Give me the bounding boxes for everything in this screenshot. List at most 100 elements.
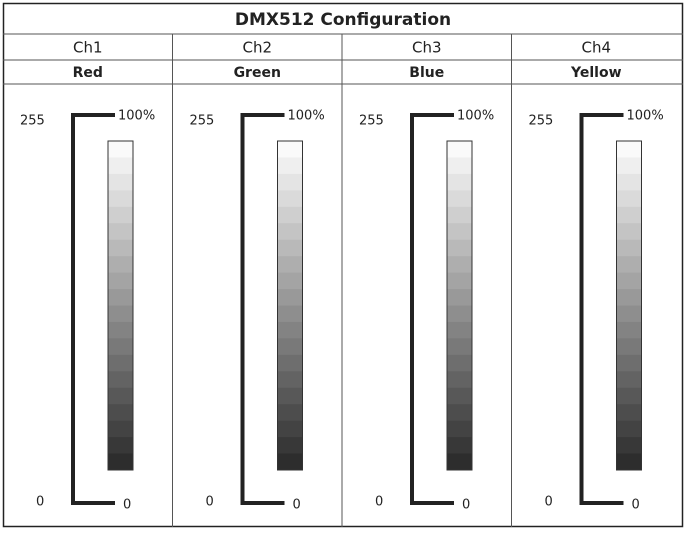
gradient-step bbox=[108, 321, 133, 339]
gradient-step bbox=[447, 338, 472, 356]
dmx-min: 0 bbox=[206, 495, 214, 510]
gradient-step bbox=[277, 190, 303, 208]
gradient-step bbox=[616, 453, 642, 471]
gradient-step bbox=[108, 223, 133, 241]
gradient-step bbox=[447, 141, 472, 158]
dmx-max: 255 bbox=[190, 114, 215, 129]
gradient-step bbox=[616, 371, 642, 389]
gradient-step bbox=[277, 404, 303, 422]
gradient-step bbox=[108, 371, 133, 389]
percent-max: 100% bbox=[118, 109, 155, 124]
gradient-step bbox=[616, 420, 642, 438]
gradient-step bbox=[277, 141, 303, 158]
gradient-step bbox=[616, 354, 642, 372]
gradient-step bbox=[277, 206, 303, 224]
gradient-step bbox=[616, 190, 642, 208]
gradient-step bbox=[108, 256, 133, 274]
bracket bbox=[240, 113, 285, 505]
percent-max: 100% bbox=[457, 109, 494, 124]
percent-min: 0 bbox=[293, 498, 301, 513]
color-label: Green bbox=[234, 65, 281, 81]
gradient-step bbox=[447, 453, 472, 471]
gradient-step bbox=[277, 321, 303, 339]
gradient-step bbox=[616, 239, 642, 257]
dmx-min: 0 bbox=[375, 495, 383, 510]
bracket bbox=[410, 113, 454, 505]
gradient-step bbox=[616, 223, 642, 241]
gradient-step bbox=[447, 239, 472, 257]
gradient-step bbox=[447, 256, 472, 274]
gradient-step bbox=[108, 305, 133, 323]
gradient-step bbox=[277, 437, 303, 455]
gradient-step bbox=[108, 453, 133, 471]
gradient-step bbox=[616, 437, 642, 455]
gradient-step bbox=[616, 157, 642, 175]
gradient-step bbox=[616, 256, 642, 274]
gradient-step bbox=[108, 206, 133, 224]
gradient-step bbox=[447, 190, 472, 208]
dmx-max: 255 bbox=[359, 114, 384, 129]
gradient-step bbox=[447, 305, 472, 323]
gradient-step bbox=[108, 141, 133, 158]
gradient-step bbox=[447, 437, 472, 455]
gradient-step bbox=[108, 190, 133, 208]
channel-label: Ch3 bbox=[412, 39, 442, 57]
gradient-step bbox=[277, 354, 303, 372]
gradient-step bbox=[447, 371, 472, 389]
gradient-step bbox=[277, 289, 303, 306]
gradient-step bbox=[616, 404, 642, 422]
percent-min: 0 bbox=[632, 498, 640, 513]
dmx-max: 255 bbox=[529, 114, 554, 129]
title: DMX512 Configuration bbox=[235, 10, 451, 30]
gradient-step bbox=[616, 173, 642, 191]
color-label: Yellow bbox=[570, 65, 622, 81]
gradient-step bbox=[616, 305, 642, 323]
gradient-step bbox=[277, 338, 303, 356]
gradient-step bbox=[108, 420, 133, 438]
gradient-border bbox=[446, 140, 473, 471]
gradient-step bbox=[277, 173, 303, 191]
gradient-step bbox=[447, 420, 472, 438]
gradient-step bbox=[447, 289, 472, 306]
percent-min: 0 bbox=[123, 498, 131, 513]
dmx-min: 0 bbox=[545, 495, 553, 510]
outer-border bbox=[2, 2, 684, 528]
gradient-step bbox=[616, 272, 642, 290]
gradient-step bbox=[447, 223, 472, 241]
color-label: Red bbox=[73, 65, 103, 81]
gradient-step bbox=[616, 338, 642, 356]
gradient-step bbox=[108, 157, 133, 175]
gradient-step bbox=[447, 206, 472, 224]
gradient-step bbox=[108, 404, 133, 422]
gradient-step bbox=[108, 387, 133, 405]
gradient-step bbox=[616, 141, 642, 158]
gradient-step bbox=[616, 289, 642, 306]
gradient-step bbox=[277, 223, 303, 241]
dmx-max: 255 bbox=[20, 114, 45, 129]
gradient-step bbox=[277, 371, 303, 389]
gradient-step bbox=[447, 321, 472, 339]
gradient-step bbox=[447, 157, 472, 175]
gradient-step bbox=[447, 354, 472, 372]
percent-max: 100% bbox=[288, 109, 325, 124]
gradient-step bbox=[277, 239, 303, 257]
gradient-step bbox=[277, 272, 303, 290]
gradient-step bbox=[108, 289, 133, 306]
gradient-step bbox=[277, 256, 303, 274]
percent-max: 100% bbox=[627, 109, 664, 124]
gradient-step bbox=[447, 404, 472, 422]
gradient-step bbox=[108, 239, 133, 257]
channel-label: Ch4 bbox=[581, 39, 611, 57]
gradient-step bbox=[616, 387, 642, 405]
gradient-step bbox=[108, 437, 133, 455]
bracket bbox=[71, 113, 115, 505]
gradient-step bbox=[108, 173, 133, 191]
gradient-step bbox=[616, 206, 642, 224]
gradient-step bbox=[277, 453, 303, 471]
gradient-step bbox=[447, 387, 472, 405]
channel-label: Ch2 bbox=[242, 39, 272, 57]
gradient-step bbox=[447, 173, 472, 191]
bracket bbox=[579, 113, 624, 505]
gradient-step bbox=[108, 354, 133, 372]
